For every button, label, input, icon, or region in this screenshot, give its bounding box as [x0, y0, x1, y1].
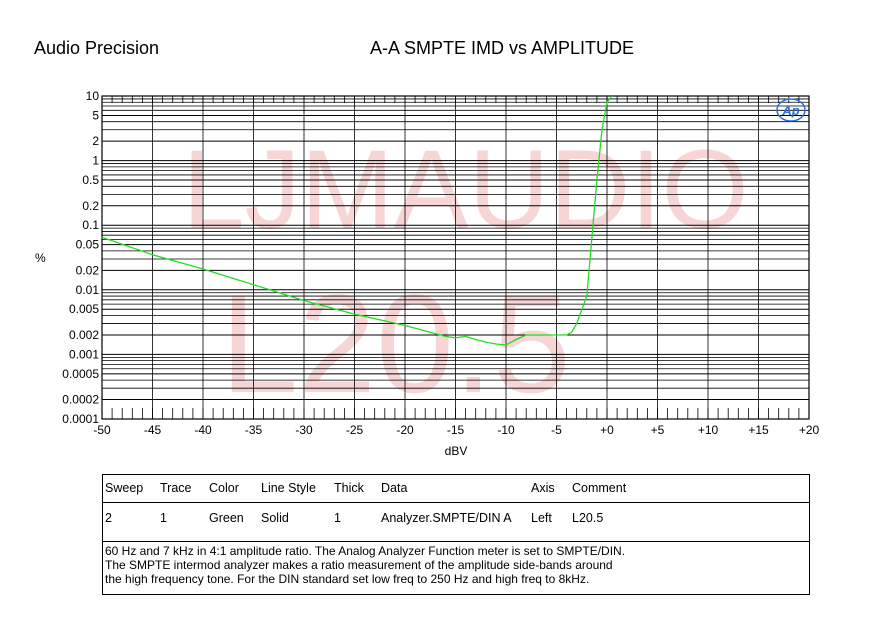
legend-header-trace: Trace [160, 481, 192, 495]
legend-cell-axis: Left [531, 511, 552, 525]
legend-cell-color: Green [209, 511, 244, 525]
y-tick-label: 2 [92, 134, 99, 148]
x-tick-label: -15 [447, 423, 465, 437]
watermark: LJMAUDIO L20.5 [182, 127, 748, 422]
legend-header-line-style: Line Style [261, 481, 316, 495]
y-tick-labels: 10 5 2 1 0.5 0.2 0.1 0.05 0.02 0.01 0.005 0.002 0.00… [62, 89, 99, 426]
y-tick-label: 0.005 [69, 302, 99, 316]
x-tick-label: -50 [93, 423, 111, 437]
x-tick-label: -45 [144, 423, 162, 437]
x-tick-label: +5 [651, 423, 665, 437]
y-tick-label: 0.002 [69, 328, 99, 342]
x-tick-label: -20 [396, 423, 414, 437]
x-tick-label: -5 [551, 423, 562, 437]
legend-cell-sweep: 2 [105, 511, 112, 525]
legend-notes: 60 Hz and 7 kHz in 4:1 amplitude ratio. … [105, 544, 625, 586]
ap-logo-text: Ap [781, 103, 799, 118]
y-tick-label: 0.0001 [62, 412, 99, 426]
ap-logo-icon: Ap [776, 98, 806, 122]
legend-cell-comment: L20.5 [572, 511, 604, 525]
y-tick-label: 0.05 [76, 238, 100, 252]
ap-logo-ring [776, 98, 806, 122]
x-tick-label: -25 [346, 423, 364, 437]
legend-table: Sweep Trace Color Line Style Thick Data … [102, 474, 810, 595]
x-tick-label: -35 [245, 423, 263, 437]
y-tick-label: 0.02 [76, 263, 100, 277]
legend-header-thick: Thick [334, 481, 364, 495]
y-tick-label: 0.0005 [62, 367, 99, 381]
y-tick-label: 1 [92, 154, 99, 168]
x-tick-label: -30 [295, 423, 313, 437]
chart-title: A-A SMPTE IMD vs AMPLITUDE [370, 38, 635, 58]
y-tick-label: 0.1 [82, 218, 99, 232]
legend-header-sweep: Sweep [105, 481, 144, 495]
y-tick-label: 0.001 [69, 347, 99, 361]
y-tick-label: 0.2 [82, 199, 99, 213]
legend-note-line: The SMPTE intermod analyzer makes a rati… [105, 558, 613, 572]
x-tick-label: +0 [600, 423, 614, 437]
x-tick-label: +15 [748, 423, 769, 437]
y-tick-label: 5 [92, 108, 99, 122]
y-axis-label: % [35, 251, 46, 265]
plot-frame [101, 95, 810, 420]
x-tick-label: -40 [194, 423, 212, 437]
y-tick-label: 0.01 [76, 283, 100, 297]
legend-header-axis: Axis [531, 481, 555, 495]
legend-cell-data: Analyzer.SMPTE/DIN A [381, 511, 512, 525]
x-tick-labels: -50 -45 -40 -35 -30 -25 -20 -15 -10 -5 +0 +5 +10 +15 +… [93, 423, 819, 437]
legend-note-line: the high frequency tone. For the DIN sta… [105, 572, 590, 586]
imd-chart: LJMAUDIO L20.5 Ap 10 5 2 1 0.5 0.2 0.1 0.05 0.02 0… [35, 89, 820, 458]
brand-label: Audio Precision [34, 38, 160, 58]
y-tick-label: 0.0002 [62, 393, 99, 407]
legend-note-line: 60 Hz and 7 kHz in 4:1 amplitude ratio. … [105, 544, 626, 558]
series-line [101, 95, 613, 346]
legend-header-color: Color [209, 481, 239, 495]
data-series [101, 95, 613, 346]
x-axis-label: dBV [445, 444, 468, 458]
legend-data-row: 2 1 Green Solid 1 Analyzer.SMPTE/DIN A L… [103, 503, 809, 542]
chart-grid [101, 95, 810, 420]
legend-cell-thick: 1 [334, 511, 341, 525]
legend-header-data: Data [381, 481, 408, 495]
y-tick-label: 10 [86, 89, 100, 103]
watermark-text: L20.5 [220, 265, 570, 422]
legend-cell-line-style: Solid [261, 511, 289, 525]
x-tick-label: +20 [799, 423, 820, 437]
legend-cell-trace: 1 [160, 511, 167, 525]
x-tick-label: -10 [497, 423, 515, 437]
x-tick-label: +10 [698, 423, 719, 437]
legend-header-comment: Comment [572, 481, 627, 495]
y-tick-label: 0.5 [82, 173, 99, 187]
legend-header-row: Sweep Trace Color Line Style Thick Data … [103, 475, 809, 503]
watermark-text: LJMAUDIO [182, 127, 748, 252]
